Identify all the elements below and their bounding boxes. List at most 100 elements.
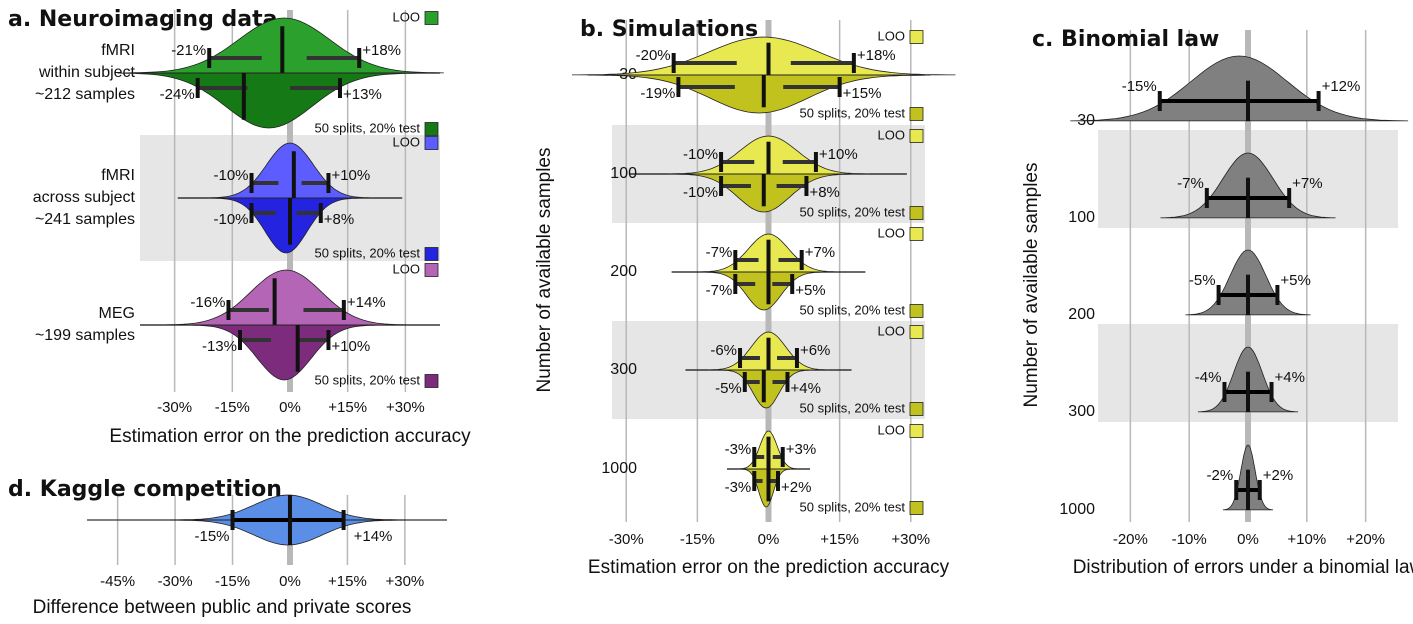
value-label: +7% (1292, 175, 1322, 192)
legend-label: LOO (393, 9, 420, 24)
value-label: -16% (190, 294, 225, 311)
x-tick-label: +15% (328, 399, 367, 416)
row-label: 1000 (1059, 501, 1095, 518)
value-label: +4% (1275, 369, 1305, 386)
value-label: -6% (710, 342, 737, 359)
legend-label: 50 splits, 20% test (800, 302, 906, 317)
x-tick-label: +30% (385, 573, 424, 590)
value-label: -10% (683, 146, 718, 163)
legend-swatch (909, 325, 924, 339)
violin (572, 36, 956, 76)
row-label: 300 (1068, 403, 1095, 420)
legend-swatch (909, 107, 924, 121)
value-label: +18% (857, 47, 896, 64)
x-tick-label: 0% (758, 531, 780, 548)
legend-swatch (909, 227, 924, 241)
value-label: -5% (715, 380, 742, 397)
value-label: +5% (795, 282, 825, 299)
value-label: -21% (171, 42, 206, 59)
value-label: +18% (362, 42, 401, 59)
legend-swatch (424, 136, 439, 150)
value-label: +13% (343, 86, 382, 103)
row-label: 200 (610, 263, 637, 280)
value-label: -20% (636, 47, 671, 64)
legend-label: 50 splits, 20% test (315, 372, 421, 387)
legend-swatch (909, 206, 924, 220)
value-label: -5% (1189, 272, 1216, 289)
row-label: within subject (38, 64, 136, 81)
value-label: -7% (706, 244, 733, 261)
x-tick-label: 0% (279, 573, 301, 590)
row-label: 300 (610, 361, 637, 378)
value-label: -2% (1207, 467, 1234, 484)
value-label: -24% (160, 86, 195, 103)
value-label: +6% (800, 342, 830, 359)
legend-label: LOO (393, 261, 420, 276)
value-label: +2% (1263, 467, 1293, 484)
x-tick-label: -30% (158, 573, 193, 590)
row-label: ~241 samples (35, 211, 135, 228)
legend-swatch (424, 374, 439, 388)
x-tick-label: +15% (820, 531, 859, 548)
legend-label: 50 splits, 20% test (315, 245, 421, 260)
x-tick-label: 0% (1237, 531, 1259, 548)
row-label: fMRI (101, 42, 135, 59)
x-tick-label: -15% (680, 531, 715, 548)
legend-swatch (909, 501, 924, 515)
value-label: +8% (324, 211, 354, 228)
value-label: -3% (725, 441, 752, 458)
value-label: +14% (354, 528, 393, 545)
chart-title: a. Neuroimaging data (8, 7, 277, 32)
row-label: ~199 samples (35, 327, 135, 344)
row-label: 200 (1068, 306, 1095, 323)
x-tick-label: -10% (1172, 531, 1207, 548)
x-axis-label: Estimation error on the prediction accur… (109, 426, 471, 447)
violin (720, 369, 812, 409)
value-label: +12% (1322, 78, 1361, 95)
value-label: +7% (805, 244, 835, 261)
legend-label: LOO (878, 323, 905, 338)
x-tick-label: +30% (891, 531, 930, 548)
row-label: MEG (99, 305, 135, 322)
value-label: +3% (786, 441, 816, 458)
value-label: -10% (214, 211, 249, 228)
legend-label: LOO (393, 134, 420, 149)
x-axis-label: Difference between public and private sc… (33, 597, 412, 618)
value-label: +8% (809, 184, 839, 201)
legend-swatch (424, 263, 439, 277)
x-tick-label: +15% (328, 573, 367, 590)
value-label: -4% (1195, 369, 1222, 386)
value-label: +4% (790, 380, 820, 397)
legend-swatch (424, 11, 439, 25)
violin (1070, 55, 1409, 122)
value-label: -13% (202, 338, 237, 355)
violin (208, 142, 372, 199)
violin (703, 271, 825, 311)
legend-label: 50 splits, 20% test (800, 400, 906, 415)
value-label: +5% (1280, 272, 1310, 289)
value-label: -10% (683, 184, 718, 201)
row-label: across subject (33, 189, 136, 206)
legend-swatch (909, 30, 924, 44)
row-label: fMRI (101, 167, 135, 184)
value-label: -7% (706, 282, 733, 299)
row-label: 100 (610, 165, 637, 182)
row-label: 100 (1068, 209, 1095, 226)
y-axis-label: Number of available samples (534, 147, 555, 392)
legend-label: 50 splits, 20% test (800, 499, 906, 514)
chart-title: d. Kaggle competition (8, 477, 282, 502)
value-label: +15% (843, 85, 882, 102)
legend-swatch (424, 122, 439, 136)
legend-label: 50 splits, 20% test (315, 120, 421, 135)
value-label: -15% (1122, 78, 1157, 95)
x-tick-label: -15% (215, 399, 250, 416)
x-tick-label: +30% (386, 399, 425, 416)
row-label: 1000 (601, 460, 637, 477)
legend-label: LOO (878, 28, 905, 43)
row-label: ~212 samples (35, 86, 135, 103)
value-label: -3% (725, 479, 752, 496)
value-label: +10% (331, 167, 370, 184)
value-label: +2% (781, 479, 811, 496)
x-tick-label: -20% (1113, 531, 1148, 548)
